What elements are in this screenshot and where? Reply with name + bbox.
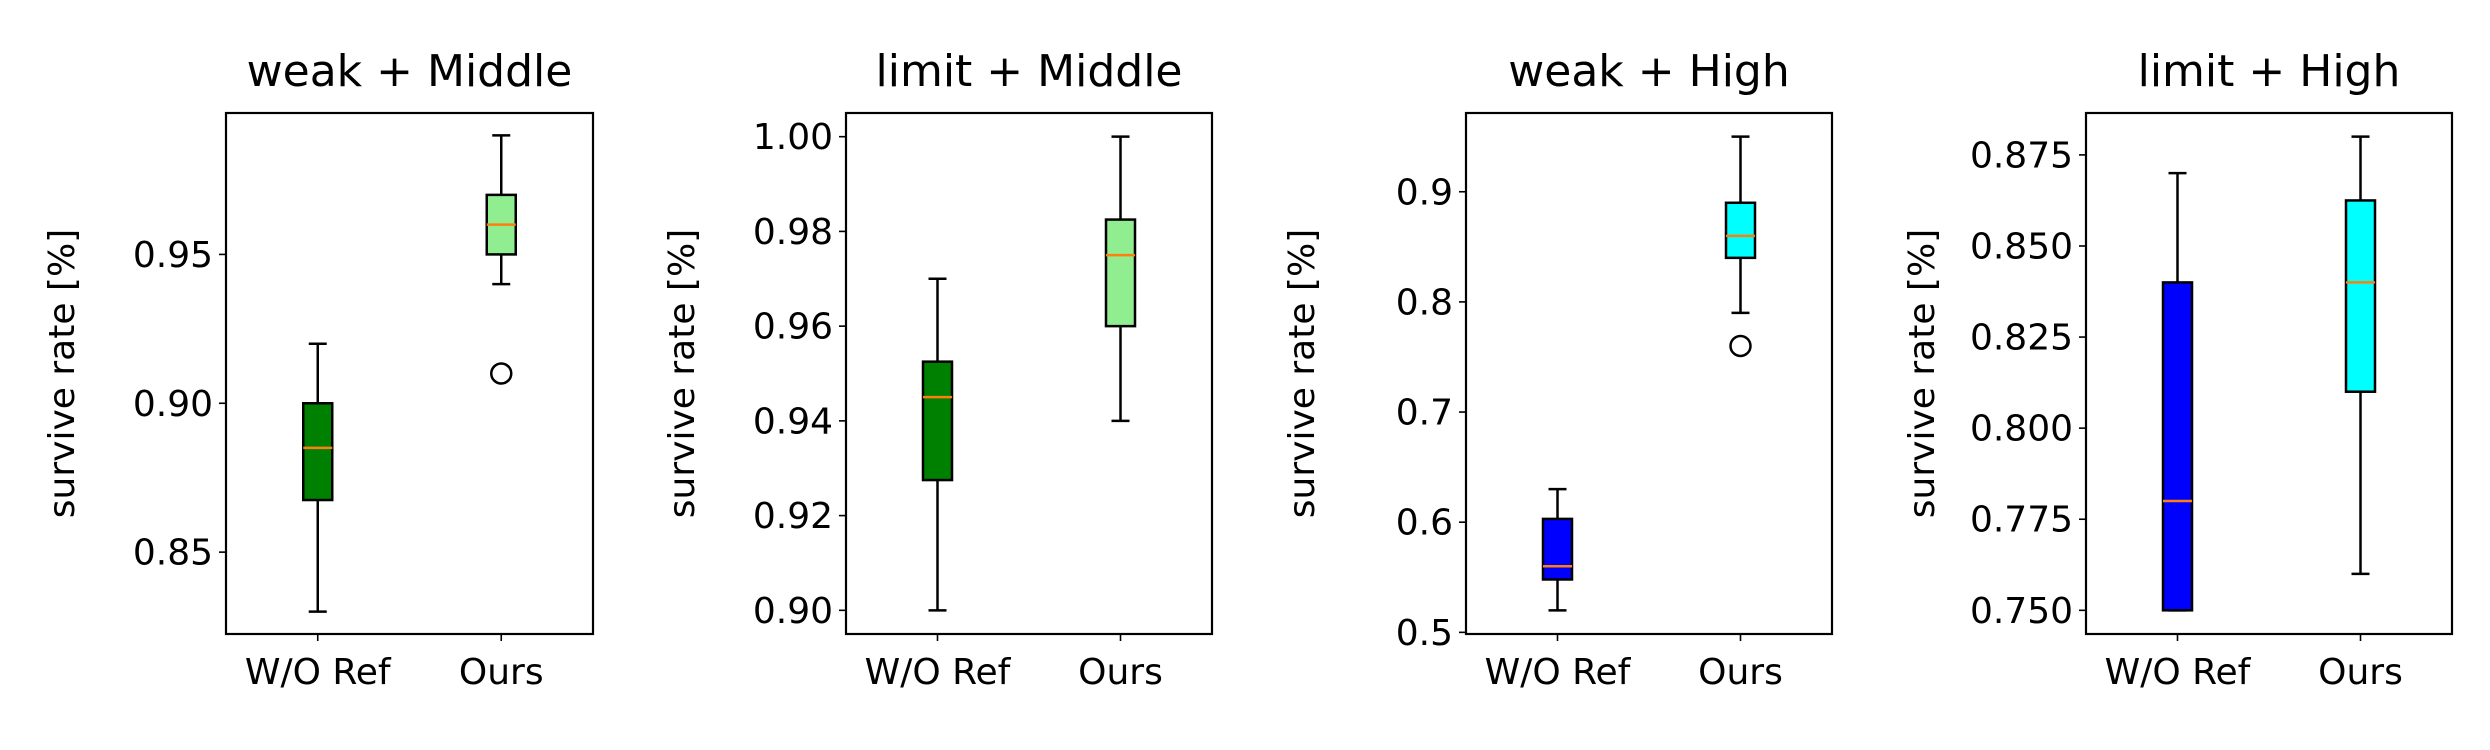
box-body bbox=[1541, 517, 1574, 581]
subplot-4: limit + High survive rate [%] 0.750 0.775 0.… bbox=[1902, 46, 2454, 693]
y-tick-label: 0.85 bbox=[133, 533, 213, 574]
subplot-title: weak + Middle bbox=[247, 46, 573, 97]
subplot-3: weak + High survive rate [%] 0.5 0.6 0.7 0.8 0… bbox=[1282, 46, 1834, 693]
y-tick-label: 0.94 bbox=[753, 401, 833, 442]
box-w-o-ref bbox=[302, 342, 334, 613]
x-tick-label: Ours bbox=[2318, 652, 2403, 693]
y-tick-label: 0.90 bbox=[753, 591, 833, 632]
y-axis-label: survive rate [%] bbox=[662, 229, 703, 518]
y-tick-label: 0.5 bbox=[1396, 613, 1453, 654]
box-body bbox=[2161, 281, 2194, 612]
box-ours bbox=[1724, 135, 1757, 358]
box-ours bbox=[2344, 135, 2377, 576]
y-axis-label: survive rate [%] bbox=[1282, 229, 1323, 518]
y-tick-label: 0.750 bbox=[1970, 591, 2073, 632]
y-tick-label: 0.775 bbox=[1970, 500, 2073, 541]
box-w-o-ref bbox=[2161, 171, 2194, 612]
box-w-o-ref bbox=[1541, 487, 1574, 612]
outlier-point bbox=[1729, 334, 1752, 358]
subplot-title: weak + High bbox=[1508, 46, 1789, 97]
subplot-2: limit + Middle survive rate [%] 0.90 0.92 0.… bbox=[662, 46, 1214, 693]
y-tick-label: 0.850 bbox=[1970, 226, 2073, 267]
x-tick-label: W/O Ref bbox=[2105, 652, 2252, 693]
box-ours bbox=[1104, 135, 1137, 423]
y-tick-label: 0.875 bbox=[1970, 135, 2073, 176]
x-tick-label: W/O Ref bbox=[865, 652, 1012, 693]
y-tick-label: 0.90 bbox=[133, 384, 213, 425]
y-axis-label: survive rate [%] bbox=[1902, 229, 1943, 518]
box-body bbox=[1104, 218, 1137, 328]
box-w-o-ref bbox=[921, 277, 954, 612]
subplot-title: limit + High bbox=[2138, 46, 2401, 97]
y-tick-label: 0.9 bbox=[1396, 172, 1453, 213]
plot-frame bbox=[2084, 111, 2454, 636]
y-tick-label: 0.98 bbox=[753, 212, 833, 253]
x-tick-label: W/O Ref bbox=[245, 652, 392, 693]
x-tick-label: Ours bbox=[459, 652, 544, 693]
box-body bbox=[302, 402, 334, 502]
box-body bbox=[1724, 201, 1757, 260]
x-tick-label: Ours bbox=[1078, 652, 1163, 693]
y-tick-label: 0.8 bbox=[1396, 282, 1453, 323]
plot-frame bbox=[224, 111, 595, 636]
outlier-point bbox=[490, 362, 513, 385]
box-body bbox=[921, 360, 954, 482]
y-tick-label: 0.92 bbox=[753, 496, 833, 537]
box-body bbox=[2344, 199, 2377, 393]
y-axis-label: survive rate [%] bbox=[42, 229, 83, 518]
x-tick-label: W/O Ref bbox=[1485, 652, 1632, 693]
y-tick-label: 1.00 bbox=[753, 117, 833, 158]
box-ours bbox=[485, 134, 517, 385]
plot-frame bbox=[1464, 111, 1834, 636]
subplot-1: weak + Middle survive rate [%] 0.85 0.90 0.9… bbox=[42, 46, 595, 693]
subplot-title: limit + Middle bbox=[876, 46, 1183, 97]
y-tick-label: 0.95 bbox=[133, 235, 213, 276]
plot-frame bbox=[844, 111, 1214, 636]
y-tick-label: 0.6 bbox=[1396, 503, 1453, 544]
y-tick-label: 0.7 bbox=[1396, 393, 1453, 434]
y-tick-label: 0.825 bbox=[1970, 318, 2073, 359]
y-tick-label: 0.96 bbox=[753, 307, 833, 348]
x-tick-label: Ours bbox=[1698, 652, 1783, 693]
y-tick-label: 0.800 bbox=[1970, 409, 2073, 450]
